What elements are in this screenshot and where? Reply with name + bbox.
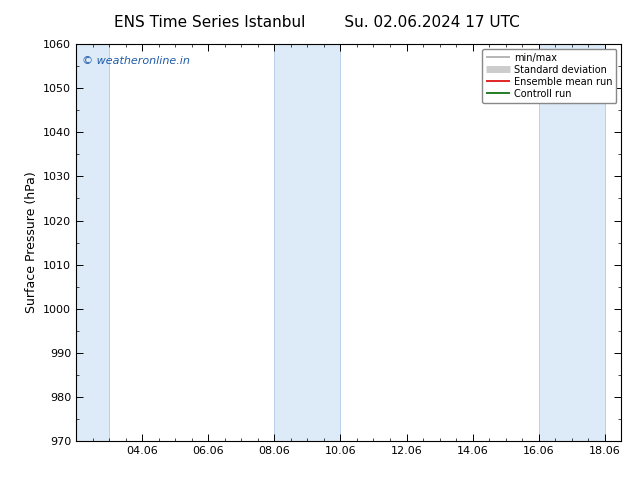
Text: © weatheronline.in: © weatheronline.in: [82, 56, 190, 66]
Bar: [76, 44, 109, 441]
Bar: [275, 44, 340, 441]
Text: ENS Time Series Istanbul        Su. 02.06.2024 17 UTC: ENS Time Series Istanbul Su. 02.06.2024 …: [114, 15, 520, 30]
Y-axis label: Surface Pressure (hPa): Surface Pressure (hPa): [25, 172, 37, 314]
Bar: [539, 44, 605, 441]
Legend: min/max, Standard deviation, Ensemble mean run, Controll run: min/max, Standard deviation, Ensemble me…: [482, 49, 616, 102]
